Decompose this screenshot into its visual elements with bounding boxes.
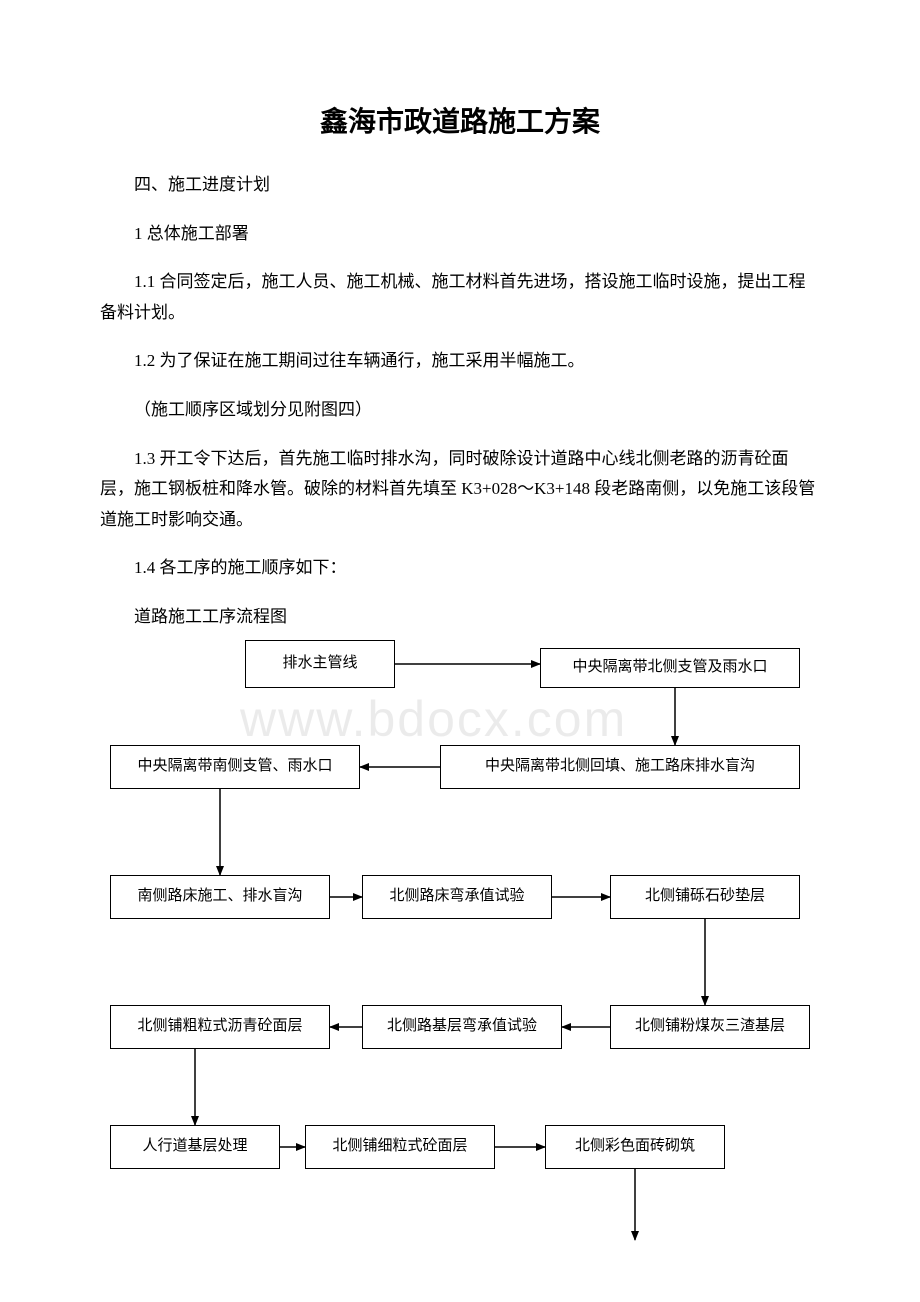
flow-node-n3: 中央隔离带南侧支管、雨水口 bbox=[110, 745, 360, 789]
flow-node-n13: 北侧彩色面砖砌筑 bbox=[545, 1125, 725, 1169]
para-subsection-1: 1 总体施工部署 bbox=[100, 219, 820, 250]
document-page: 鑫海市政道路施工方案 四、施工进度计划 1 总体施工部署 1.1 合同签定后，施… bbox=[0, 0, 920, 633]
flowchart-container: 排水主管线 中央隔离带北侧支管及雨水口中央隔离带南侧支管、雨水口 中央隔离带北侧回填… bbox=[100, 640, 820, 1280]
para-1-3: 1.3 开工令下达后，首先施工临时排水沟，同时破除设计道路中心线北侧老路的沥青砼… bbox=[100, 444, 820, 536]
para-note: （施工顺序区域划分见附图四） bbox=[100, 395, 820, 426]
flow-node-n9: 北侧路基层弯承值试验 bbox=[362, 1005, 562, 1049]
flow-node-n8: 北侧铺粗粒式沥青砼面层 bbox=[110, 1005, 330, 1049]
para-1-4: 1.4 各工序的施工顺序如下： bbox=[100, 553, 820, 584]
para-1-2: 1.2 为了保证在施工期间过往车辆通行，施工采用半幅施工。 bbox=[100, 346, 820, 377]
flow-node-n2: 中央隔离带北侧支管及雨水口 bbox=[540, 648, 800, 688]
flow-node-n11: 人行道基层处理 bbox=[110, 1125, 280, 1169]
flowchart-edges bbox=[100, 640, 820, 1280]
document-title: 鑫海市政道路施工方案 bbox=[100, 100, 820, 140]
para-1-1: 1.1 合同签定后，施工人员、施工机械、施工材料首先进场，搭设施工临时设施，提出… bbox=[100, 267, 820, 328]
flow-node-n7: 北侧铺砾石砂垫层 bbox=[610, 875, 800, 919]
flow-node-n1: 排水主管线 bbox=[245, 640, 395, 688]
flow-node-n6: 北侧路床弯承值试验 bbox=[362, 875, 552, 919]
flow-node-n10: 北侧铺粉煤灰三渣基层 bbox=[610, 1005, 810, 1049]
flow-node-n12: 北侧铺细粒式砼面层 bbox=[305, 1125, 495, 1169]
para-section-heading: 四、施工进度计划 bbox=[100, 170, 820, 201]
flow-node-n5: 南侧路床施工、排水盲沟 bbox=[110, 875, 330, 919]
flowchart-caption: 道路施工工序流程图 bbox=[100, 602, 820, 633]
flow-node-n4: 中央隔离带北侧回填、施工路床排水盲沟 bbox=[440, 745, 800, 789]
